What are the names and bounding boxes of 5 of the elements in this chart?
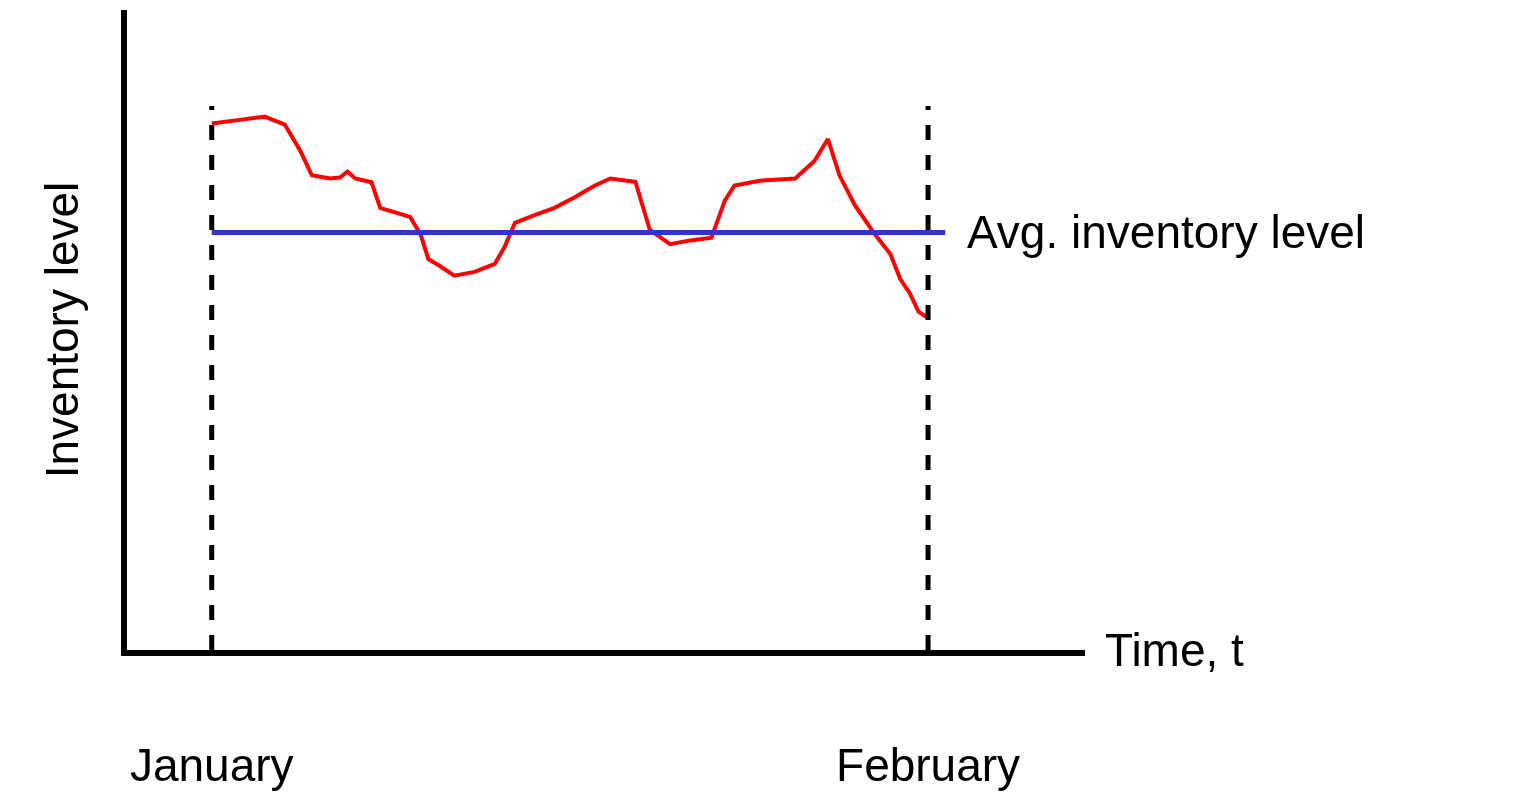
y-axis-title: Inventory level [35, 181, 88, 479]
ref-line-label: Avg. inventory level [967, 206, 1366, 258]
x-axis-title: Time, t [1105, 624, 1245, 676]
x-tick-label: January [129, 739, 294, 792]
x-tick-label: February [836, 739, 1021, 792]
